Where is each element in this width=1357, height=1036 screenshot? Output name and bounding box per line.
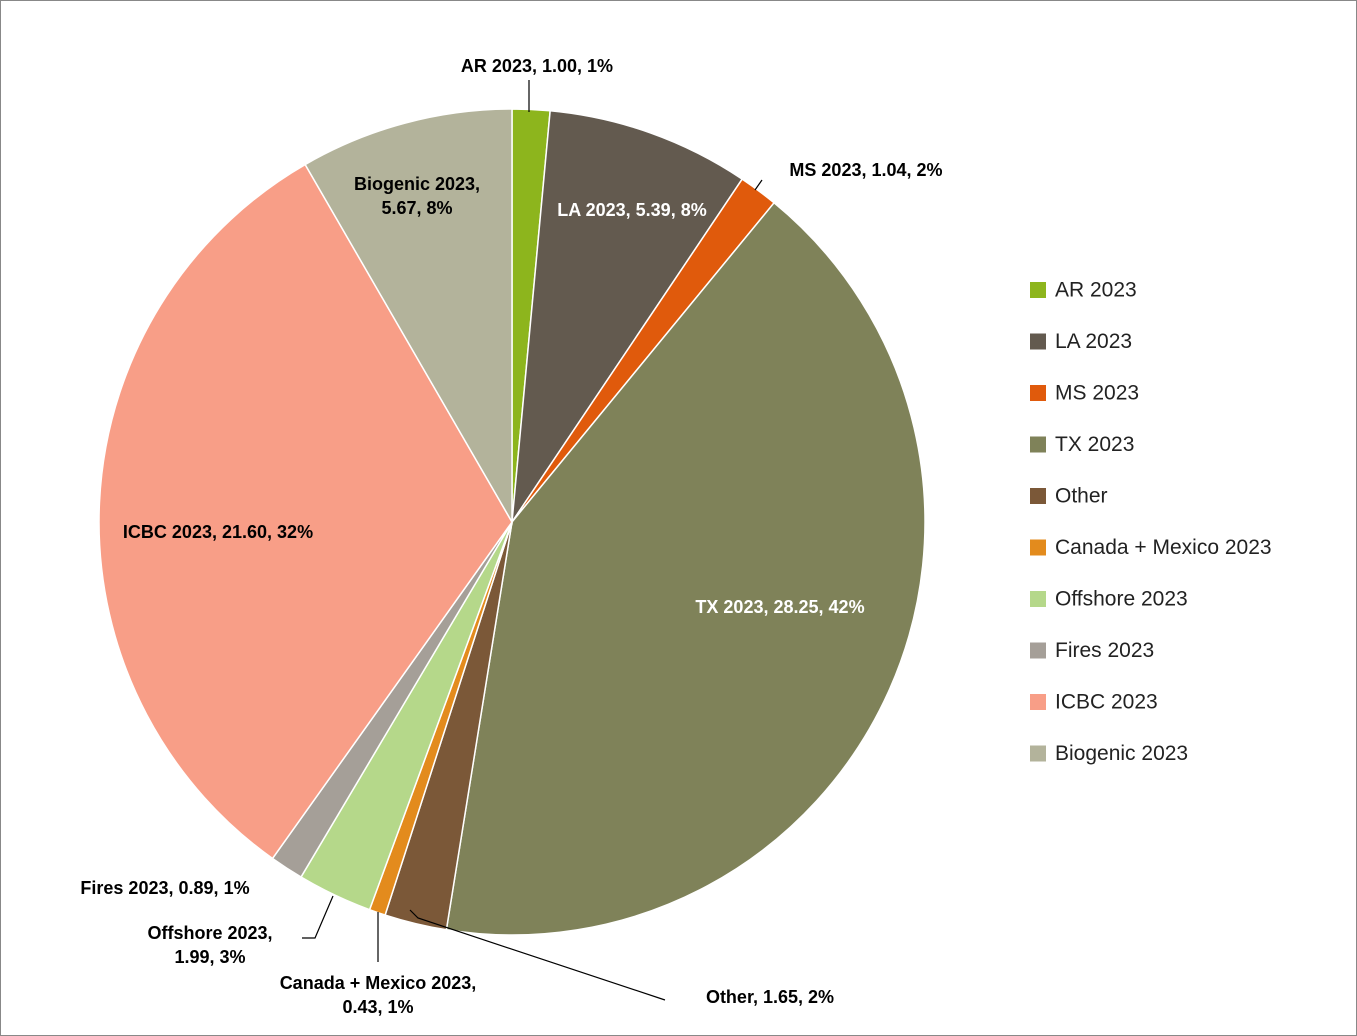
legend-label: MS 2023 — [1055, 382, 1139, 405]
label-value: 1.99 — [174, 947, 210, 967]
label-separator: , — [818, 597, 829, 617]
label-value: 1.04 — [871, 160, 907, 180]
label-category: Biogenic 2023 — [353, 174, 476, 194]
data-label: Canada + Mexico 2023, 0.43, 1% — [273, 971, 483, 1019]
label-percent: 1% — [223, 878, 250, 898]
legend-swatch — [1030, 333, 1046, 350]
legend-label: AR 2023 — [1055, 279, 1137, 302]
label-category: AR 2023 — [460, 56, 532, 76]
label-separator: , — [471, 973, 477, 993]
legend-label: TX 2023 — [1055, 433, 1134, 456]
label-percent: 2% — [808, 987, 835, 1007]
label-value: 0.43 — [342, 997, 378, 1017]
legend-label: ICBC 2023 — [1055, 691, 1158, 714]
label-separator: , — [267, 923, 273, 943]
label-separator: , — [209, 947, 220, 967]
leader-line — [302, 895, 334, 939]
label-value: 1.65 — [762, 987, 799, 1007]
label-separator: , — [906, 160, 917, 180]
data-label: MS 2023, 1.04, 2% — [716, 158, 1016, 182]
legend-swatch — [1030, 694, 1046, 710]
label-separator: , — [798, 987, 809, 1007]
label-category: MS 2023 — [789, 160, 862, 180]
label-separator: , — [752, 987, 763, 1007]
label-separator: , — [377, 997, 388, 1017]
label-category: TX 2023 — [695, 597, 764, 617]
leader-line — [409, 909, 666, 1001]
data-label: TX 2023, 28.25, 42% — [630, 595, 930, 619]
legend-swatch — [1030, 436, 1046, 453]
label-value: 5.67 — [381, 198, 417, 218]
pie-slice — [511, 109, 744, 523]
legend-swatch — [1030, 385, 1046, 401]
label-percent: 32% — [277, 522, 314, 542]
legend-swatch — [1030, 282, 1046, 298]
label-category: ICBC 2023 — [122, 522, 212, 542]
legend-swatch — [1030, 539, 1046, 556]
leader-line — [754, 179, 763, 191]
data-label: ICBC 2023, 21.60, 32% — [118, 520, 318, 544]
data-label: AR 2023, 1.00, 1% — [387, 54, 687, 78]
data-label: LA 2023, 5.39, 8% — [542, 198, 722, 222]
legend-label: LA 2023 — [1055, 330, 1132, 353]
label-separator: , — [475, 174, 481, 194]
label-percent: 1% — [587, 56, 614, 76]
label-category: Offshore 2023 — [147, 923, 268, 943]
label-separator: , — [267, 522, 278, 542]
label-separator: , — [416, 198, 427, 218]
legend-swatch — [1030, 591, 1046, 607]
label-value: 28.25 — [773, 597, 819, 617]
legend-swatch — [1030, 745, 1046, 762]
label-separator: , — [577, 56, 588, 76]
data-label: Biogenic 2023, 5.67, 8% — [337, 172, 497, 220]
label-category: Canada + Mexico 2023 — [279, 973, 472, 993]
label-separator: , — [625, 200, 636, 220]
legend-label: Offshore 2023 — [1055, 588, 1188, 611]
label-percent: 8% — [680, 200, 707, 220]
pie-slice — [304, 108, 513, 525]
label-separator: , — [861, 160, 872, 180]
label-value: 0.89 — [178, 878, 214, 898]
pie-slice — [445, 201, 926, 936]
label-category: Other — [705, 987, 753, 1007]
pie-slice — [98, 163, 513, 860]
legend-swatch — [1030, 488, 1046, 504]
label-separator: , — [531, 56, 542, 76]
label-separator: , — [763, 597, 774, 617]
label-percent: 1% — [387, 997, 414, 1017]
label-separator: , — [211, 522, 222, 542]
label-separator: , — [670, 200, 681, 220]
label-percent: 3% — [219, 947, 246, 967]
label-percent: 42% — [828, 597, 865, 617]
label-value: 5.39 — [635, 200, 671, 220]
label-percent: 8% — [426, 198, 453, 218]
label-category: Fires 2023 — [80, 878, 169, 898]
legend-label: Biogenic 2023 — [1055, 742, 1188, 765]
data-label: Offshore 2023, 1.99, 3% — [125, 921, 295, 969]
label-separator: , — [168, 878, 179, 898]
label-value: 1.00 — [541, 56, 578, 76]
label-value: 21.60 — [221, 522, 268, 542]
data-label: Fires 2023, 0.89, 1% — [15, 876, 315, 900]
legend-label: Other — [1055, 485, 1108, 508]
legend-label: Canada + Mexico 2023 — [1055, 536, 1272, 559]
label-separator: , — [213, 878, 224, 898]
label-percent: 2% — [916, 160, 943, 180]
legend-swatch — [1030, 642, 1046, 659]
data-label: Other, 1.65, 2% — [620, 985, 920, 1009]
legend-label: Fires 2023 — [1055, 639, 1154, 662]
label-category: LA 2023 — [557, 200, 626, 220]
